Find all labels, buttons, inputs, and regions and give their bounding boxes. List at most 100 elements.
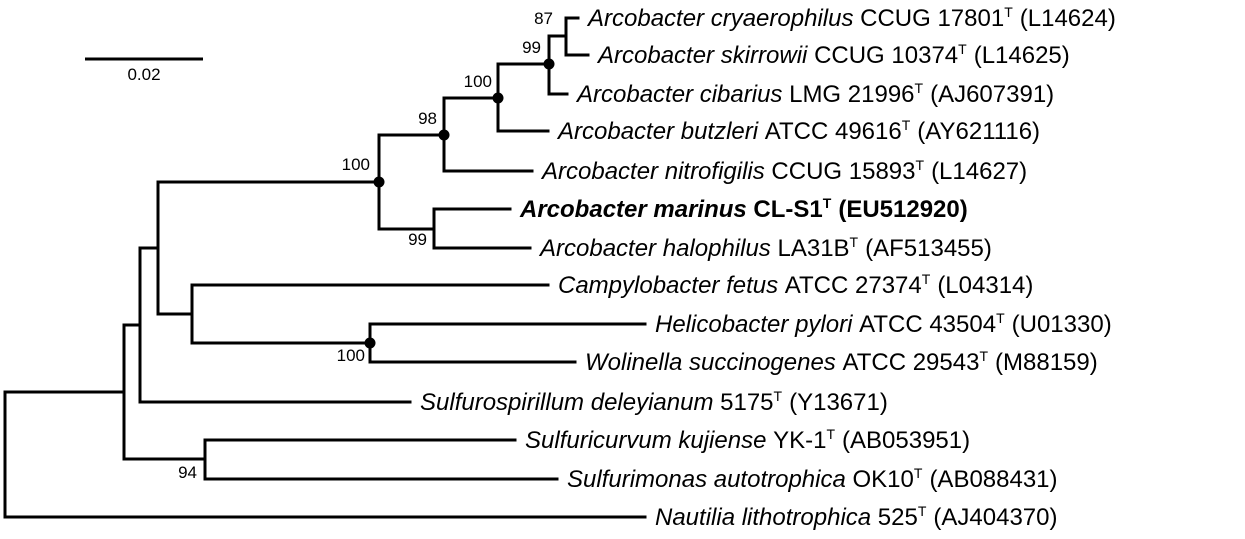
taxon-label-helicobacter: Helicobacter pylori ATCC 43504T (U01330) (655, 310, 1112, 338)
bootstrap-value-cryaerophilus-cibarius: 99 (522, 38, 541, 57)
taxon-label-nitrofigilis: Arcobacter nitrofigilis CCUG 15893T (L146… (540, 157, 1027, 185)
taxon-strain: ATCC 27374 (785, 272, 922, 299)
taxon-spacer (853, 5, 860, 32)
taxon-spacer (758, 118, 765, 145)
taxon-species-name: Sulfurimonas autotrophica (567, 466, 846, 493)
taxon-accession: (AB053951) (842, 427, 970, 454)
taxon-accession: (L14627) (931, 158, 1027, 185)
taxon-accession: (M88159) (995, 349, 1098, 376)
taxon-strain: CCUG 15893 (771, 158, 915, 185)
taxon-species-name: Arcobacter skirrowii (596, 42, 808, 69)
type-strain-mark: T (826, 426, 835, 442)
taxon-label-cryaerophilus: Arcobacter cryaerophilus CCUG 17801T (L14… (586, 4, 1116, 32)
taxon-species-name: Arcobacter marinus (519, 196, 747, 223)
taxon-spacer (846, 466, 853, 493)
taxon-label-butzleri: Arcobacter butzleri ATCC 49616T (AY621116… (556, 117, 1040, 145)
type-strain-mark: T (979, 348, 988, 364)
scale-bar: 0.02 (85, 57, 203, 84)
type-strain-mark: T (914, 465, 923, 481)
taxon-label-nautilia: Nautilia lithotrophica 525T (AJ404370) (655, 503, 1057, 531)
taxon-strain: 525 (878, 504, 918, 531)
taxon-species-name: Campylobacter fetus (558, 272, 778, 299)
taxon-accession: (AF513455) (865, 235, 992, 262)
taxon-species-name: Wolinella succinogenes (585, 349, 836, 376)
bootstrap-value-cryaerophilus-skirrowii: 87 (534, 9, 553, 28)
taxon-accession: (AJ607391) (930, 81, 1054, 108)
taxon-strain: LA31B (777, 235, 849, 262)
bootstrap-node-markers (364, 58, 555, 349)
taxon-strain: CCUG 17801 (860, 5, 1004, 32)
type-strain-mark: T (918, 503, 927, 519)
taxon-label-campylobacter: Campylobacter fetus ATCC 27374T (L04314) (558, 271, 1033, 299)
taxon-spacer (852, 311, 859, 338)
taxon-label-halophilus: Arcobacter halophilus LA31BT (AF513455) (538, 234, 992, 262)
bootstrap-value-marinus-halophilus: 99 (408, 230, 427, 249)
type-strain-mark: T (922, 271, 931, 287)
bootstrap-value-sulfuricurvum-sulfurimonas: 94 (178, 463, 197, 482)
taxon-species-name: Nautilia lithotrophica (655, 504, 871, 531)
taxon-label-skirrowii: Arcobacter skirrowii CCUG 10374T (L14625) (596, 41, 1070, 69)
taxon-spacer (713, 389, 720, 416)
taxon-label-cibarius: Arcobacter cibarius LMG 21996T (AJ607391) (575, 80, 1054, 108)
type-strain-mark: T (902, 117, 911, 133)
taxon-species-name: Arcobacter cibarius (575, 81, 782, 108)
node-marker-dot (492, 92, 504, 104)
taxon-strain: 5175 (720, 389, 773, 416)
tree-branches (3, 16, 647, 519)
taxon-accession: (AY621116) (917, 118, 1040, 145)
type-strain-mark: T (996, 310, 1005, 326)
taxon-spacer (778, 272, 785, 299)
taxon-species-name: Sulfurospirillum deleyianum (420, 389, 713, 416)
type-strain-mark: T (850, 234, 859, 250)
taxon-species-name: Sulfuricurvum kujiense (525, 427, 766, 454)
taxon-label-wolinella: Wolinella succinogenes ATCC 29543T (M8815… (585, 348, 1098, 376)
node-marker-dot (438, 129, 450, 141)
taxon-accession: (L14624) (1020, 5, 1116, 32)
taxon-label-sulfuricurvum: Sulfuricurvum kujiense YK-1T (AB053951) (525, 426, 970, 454)
taxon-strain: YK-1 (773, 427, 826, 454)
taxon-strain: ATCC 29543 (842, 349, 979, 376)
taxon-accession: (L04314) (937, 272, 1033, 299)
taxon-species-name: Arcobacter cryaerophilus (586, 5, 853, 32)
taxon-labels: Arcobacter cryaerophilus CCUG 17801 T (L14… (420, 4, 1116, 531)
taxon-species-name: Helicobacter pylori (655, 311, 853, 338)
taxon-accession: (Y13671) (789, 389, 888, 416)
taxon-strain: ATCC 49616 (765, 118, 902, 145)
taxon-strain: ATCC 43504 (859, 311, 996, 338)
taxon-label-sulfurospirillum: Sulfurospirillum deleyianum 5175T (Y13671… (420, 388, 888, 416)
taxon-spacer (836, 349, 843, 376)
taxon-strain: CCUG 10374 (814, 42, 958, 69)
type-strain-mark: T (958, 41, 967, 57)
taxon-spacer (807, 42, 814, 69)
bootstrap-value-cryaerophilus-butzleri: 100 (464, 72, 492, 91)
taxon-label-sulfurimonas: Sulfurimonas autotrophica OK10T (AB088431… (567, 465, 1058, 493)
type-strain-mark: T (916, 157, 925, 173)
bootstrap-value-arcobacter: 100 (342, 155, 370, 174)
taxon-accession: (AB088431) (929, 466, 1057, 493)
type-strain-mark: T (774, 388, 783, 404)
node-marker-dot (543, 58, 555, 70)
taxon-spacer (747, 196, 754, 223)
taxon-spacer (782, 81, 789, 108)
taxon-strain: CL-S1 (753, 196, 822, 223)
taxon-spacer (871, 504, 878, 531)
taxon-strain: LMG 21996 (789, 81, 914, 108)
bootstrap-value-helicobacter-wolinella: 100 (337, 346, 365, 365)
taxon-spacer (771, 235, 778, 262)
taxon-species-name: Arcobacter butzleri (556, 118, 759, 145)
taxon-strain: OK10 (853, 466, 914, 493)
node-marker-dot (364, 337, 376, 349)
taxon-species-name: Arcobacter nitrofigilis (540, 158, 765, 185)
taxon-accession: (EU512920) (838, 196, 967, 223)
taxon-spacer (766, 427, 773, 454)
scale-bar-label: 0.02 (127, 65, 160, 84)
type-strain-mark: T (915, 80, 924, 96)
taxon-accession: (U01330) (1012, 311, 1112, 338)
node-marker-dot (373, 176, 385, 188)
taxon-accession: (L14625) (974, 42, 1070, 69)
taxon-accession: (AJ404370) (933, 504, 1057, 531)
bootstrap-values: 87 99 100 98 100 99 100 94 (178, 9, 553, 482)
taxon-species-name: Arcobacter halophilus (538, 235, 771, 262)
bootstrap-value-cryaerophilus-nitrofigilis: 98 (418, 109, 437, 128)
